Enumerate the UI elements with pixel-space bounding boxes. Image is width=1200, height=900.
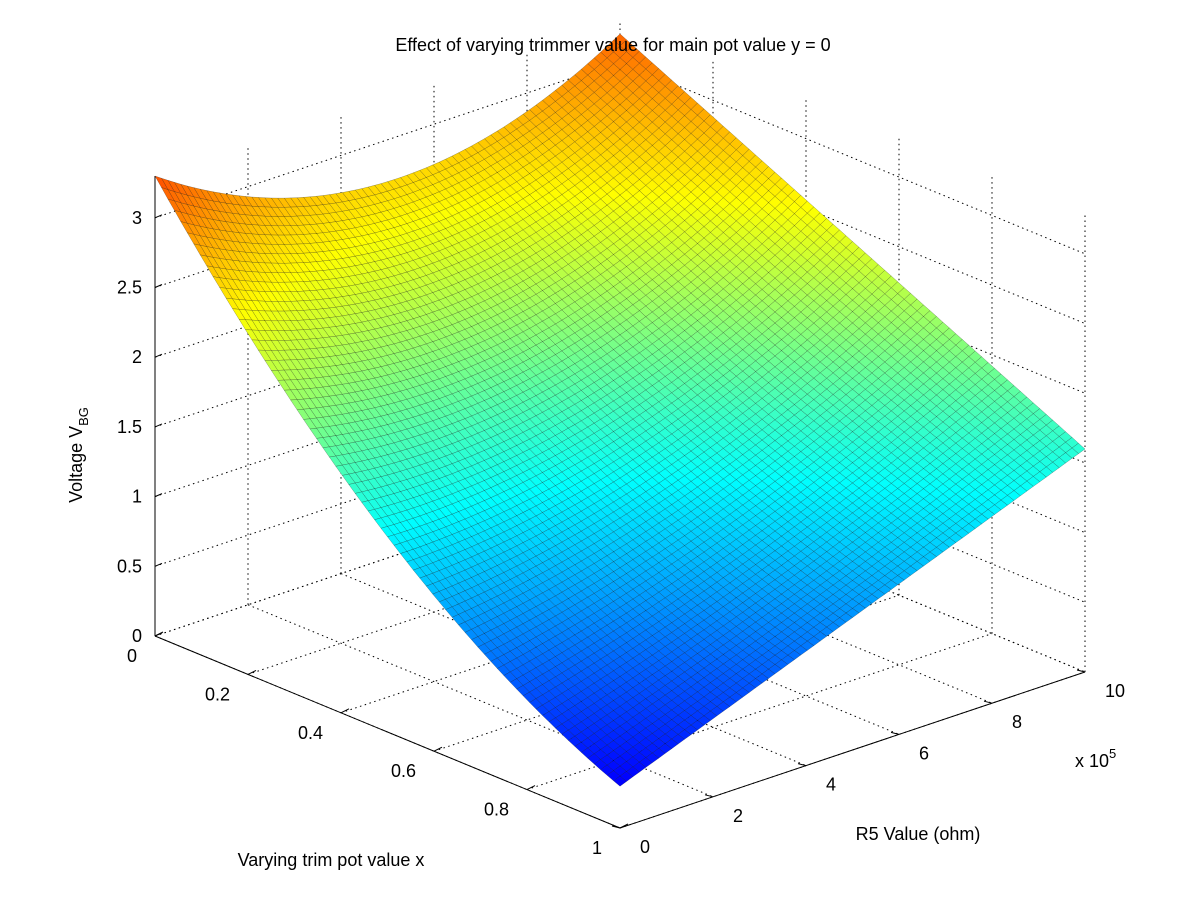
y-tick-mark (704, 794, 714, 798)
y-axis-line (619, 671, 1086, 829)
z-tick-mark (154, 214, 163, 219)
x-axis-line (154, 635, 621, 829)
axes-box (154, 176, 1086, 829)
z-tick-mark (154, 284, 163, 288)
surface-mesh (154, 33, 1086, 787)
z-tick-mark (154, 562, 163, 567)
x-tick-mark (433, 746, 443, 752)
grid-line (154, 61, 621, 219)
grid-line (154, 479, 621, 637)
x-tick-mark (154, 631, 164, 637)
z-tick-mark (154, 493, 163, 498)
y-tick-mark (983, 700, 993, 704)
z-tick-mark (154, 423, 163, 428)
y-tick-mark (611, 825, 621, 829)
x-tick-mark (340, 708, 350, 714)
y-tick-mark (890, 731, 900, 735)
grid-line (526, 633, 993, 791)
x-tick-mark (526, 785, 536, 791)
z-tick-mark (154, 353, 163, 358)
y-tick-mark (797, 763, 807, 767)
x-tick-mark (247, 669, 257, 675)
x-tick-mark (619, 823, 629, 829)
y-tick-mark (1076, 669, 1086, 673)
